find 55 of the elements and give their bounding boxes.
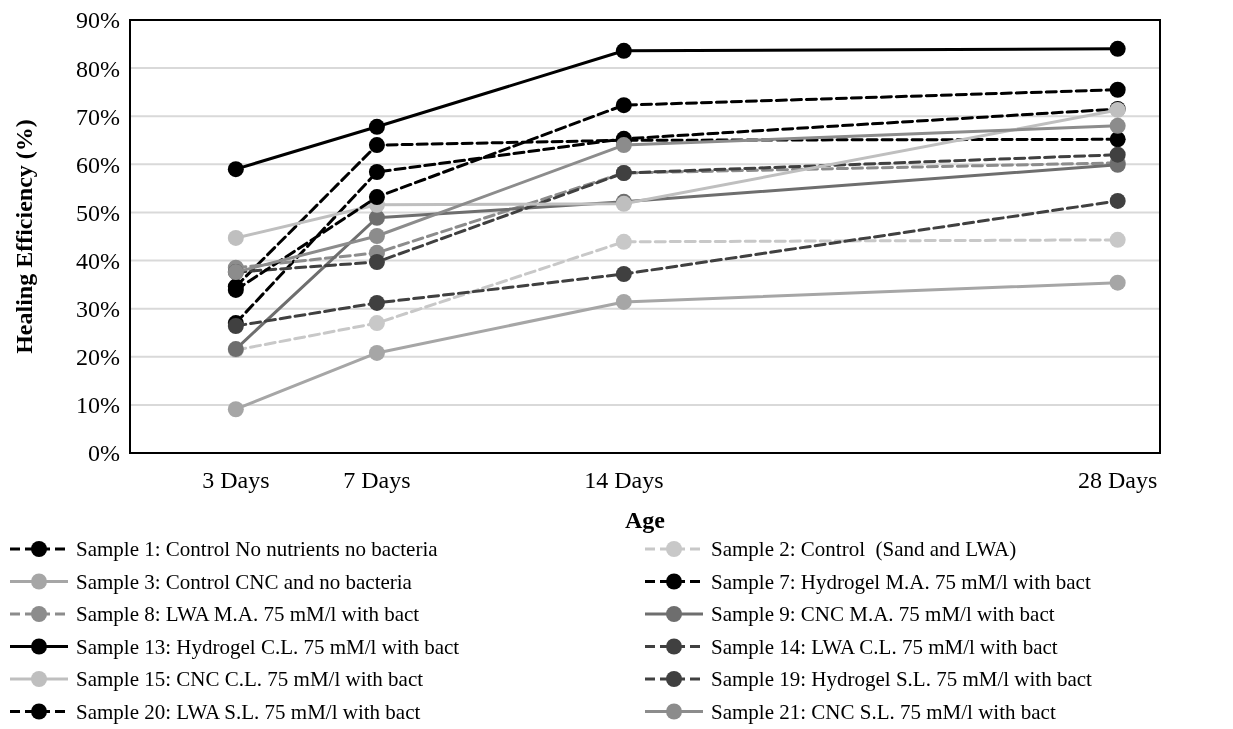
legend-label: Sample 1: Control No nutrients no bacteria xyxy=(76,537,439,562)
y-tick-label: 20% xyxy=(76,344,120,371)
x-tick-label: 3 Days xyxy=(202,467,270,493)
y-tick-label: 40% xyxy=(76,247,120,274)
point xyxy=(1109,131,1126,148)
point xyxy=(368,118,385,135)
legend-label: Sample 8: LWA M.A. 75 mM/l with bact xyxy=(76,602,420,627)
legend-label: Sample 20: LWA S.L. 75 mM/l with bact xyxy=(76,699,421,724)
point xyxy=(368,228,385,245)
y-tick-label: 30% xyxy=(76,296,120,323)
point xyxy=(227,161,244,178)
legend-label: Sample 9: CNC M.A. 75 mM/l with bact xyxy=(711,602,1055,627)
y-tick-label: 90% xyxy=(76,7,120,34)
legend-label: Sample 14: LWA C.L. 75 mM/l with bact xyxy=(711,634,1058,659)
point xyxy=(368,254,385,270)
legend-label: Sample 2: Control (Sand and LWA) xyxy=(711,537,1017,562)
point xyxy=(1109,231,1126,248)
legend-label: Sample 15: CNC C.L. 75 mM/l with bact xyxy=(76,667,424,692)
point xyxy=(368,294,385,311)
y-axis-title: Healing Efficiency (%) xyxy=(11,119,37,354)
point xyxy=(615,97,632,114)
legend-label: Sample 3: Control CNC and no bacteria xyxy=(76,569,413,594)
point xyxy=(615,42,632,59)
point xyxy=(1109,274,1126,291)
point xyxy=(615,266,632,283)
legend-label: Sample 7: Hydrogel M.A. 75 mM/l with bact xyxy=(711,569,1091,594)
point xyxy=(1109,146,1126,163)
x-tick-label: 14 Days xyxy=(584,467,664,493)
point xyxy=(1109,192,1126,209)
y-tick-label: 10% xyxy=(76,392,120,419)
point xyxy=(368,164,385,181)
y-tick-label: 60% xyxy=(76,151,120,178)
x-axis-title: Age xyxy=(625,507,666,533)
y-tick-label: 80% xyxy=(76,55,120,82)
point xyxy=(368,315,385,332)
x-tick-label: 28 Days xyxy=(1078,467,1158,493)
point xyxy=(227,401,244,418)
x-tick-label: 7 Days xyxy=(343,467,411,493)
y-tick-label: 70% xyxy=(76,103,120,130)
point xyxy=(368,209,385,226)
y-tick-label: 50% xyxy=(76,199,120,226)
point xyxy=(615,233,632,250)
point xyxy=(615,293,632,310)
point xyxy=(1109,40,1126,57)
point xyxy=(1109,81,1126,98)
legend-label: Sample 19: Hydrogel S.L. 75 mM/l with bact xyxy=(711,667,1093,692)
point xyxy=(368,344,385,361)
legend-label: Sample 13: Hydrogel C.L. 75 mM/l with bact xyxy=(76,634,460,659)
point xyxy=(615,137,632,154)
point xyxy=(368,189,385,206)
y-tick-label: 0% xyxy=(88,440,120,467)
point xyxy=(368,137,385,154)
point xyxy=(1109,117,1126,134)
point xyxy=(227,229,244,246)
legend-label: Sample 21: CNC S.L. 75 mM/l with bact xyxy=(711,699,1056,724)
